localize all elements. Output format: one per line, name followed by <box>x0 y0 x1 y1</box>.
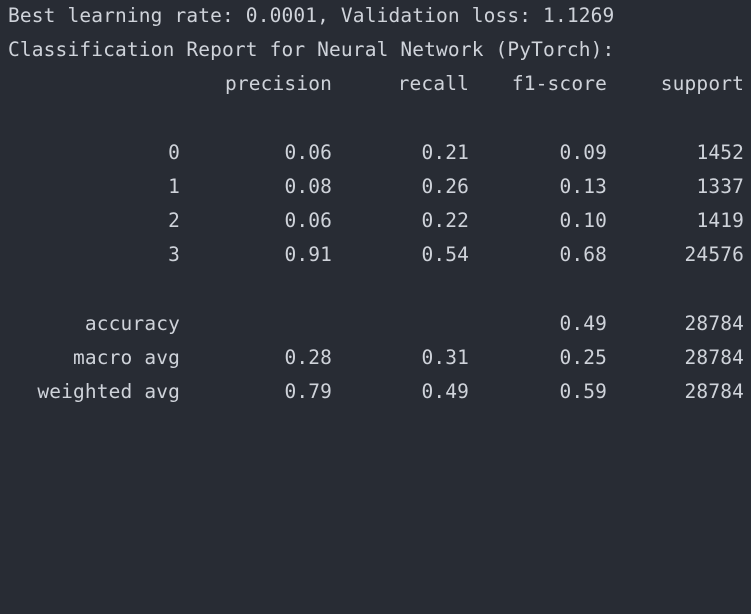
best-learning-rate-line: Best learning rate: 0.0001, Validation l… <box>8 4 615 27</box>
header-precision: precision <box>224 72 332 96</box>
table-row: 1 0.08 0.26 0.13 1337 <box>8 170 751 204</box>
blank-line <box>8 102 751 136</box>
report-title: Classification Report for Neural Network… <box>8 38 615 62</box>
blank-line <box>8 273 751 307</box>
f1-value: 0.09 <box>559 140 607 164</box>
class-label: 0 <box>168 140 180 164</box>
summary-row-weighted-avg: weighted avg 0.79 0.49 0.59 28784 <box>8 375 751 409</box>
support-value: 28784 <box>684 311 744 335</box>
summary-label: weighted avg <box>37 380 180 404</box>
recall-value: 0.21 <box>421 140 469 164</box>
support-value: 24576 <box>684 243 744 267</box>
f1-value: 0.59 <box>559 380 607 404</box>
support-value: 1452 <box>696 140 744 164</box>
support-value: 28784 <box>684 380 744 404</box>
recall-value: 0.26 <box>421 174 469 198</box>
header-recall: recall <box>397 72 469 96</box>
table-row: 3 0.91 0.54 0.68 24576 <box>8 238 751 272</box>
precision-value: 0.06 <box>284 209 332 233</box>
support-value: 1419 <box>696 209 744 233</box>
header-support: support <box>660 72 744 96</box>
precision-value: 0.06 <box>284 140 332 164</box>
recall-value: 0.54 <box>421 243 469 267</box>
summary-row-accuracy: accuracy 0.49 28784 <box>8 307 751 341</box>
class-label: 3 <box>168 243 180 267</box>
recall-value: 0.31 <box>421 345 469 369</box>
precision-value: 0.79 <box>284 380 332 404</box>
console-output[interactable]: Best learning rate: 0.0001, Validation l… <box>0 0 751 422</box>
precision-value: 0.91 <box>284 243 332 267</box>
summary-label: accuracy <box>84 311 180 335</box>
recall-value: 0.22 <box>421 209 469 233</box>
precision-value: 0.08 <box>284 174 332 198</box>
class-label: 2 <box>168 209 180 233</box>
summary-row-macro-avg: macro avg 0.28 0.31 0.25 28784 <box>8 341 751 375</box>
f1-value: 0.10 <box>559 209 607 233</box>
table-row: 2 0.06 0.22 0.10 1419 <box>8 204 751 238</box>
header-f1-score: f1-score <box>511 72 607 96</box>
f1-value: 0.25 <box>559 345 607 369</box>
f1-value: 0.13 <box>559 174 607 198</box>
class-label: 1 <box>168 174 180 198</box>
support-value: 28784 <box>684 345 744 369</box>
report-header-row: precision recall f1-score support <box>8 67 751 101</box>
f1-value: 0.68 <box>559 243 607 267</box>
support-value: 1337 <box>696 174 744 198</box>
precision-value: 0.28 <box>284 345 332 369</box>
table-row: 0 0.06 0.21 0.09 1452 <box>8 136 751 170</box>
f1-value: 0.49 <box>559 311 607 335</box>
recall-value: 0.49 <box>421 380 469 404</box>
summary-label: macro avg <box>72 345 180 369</box>
